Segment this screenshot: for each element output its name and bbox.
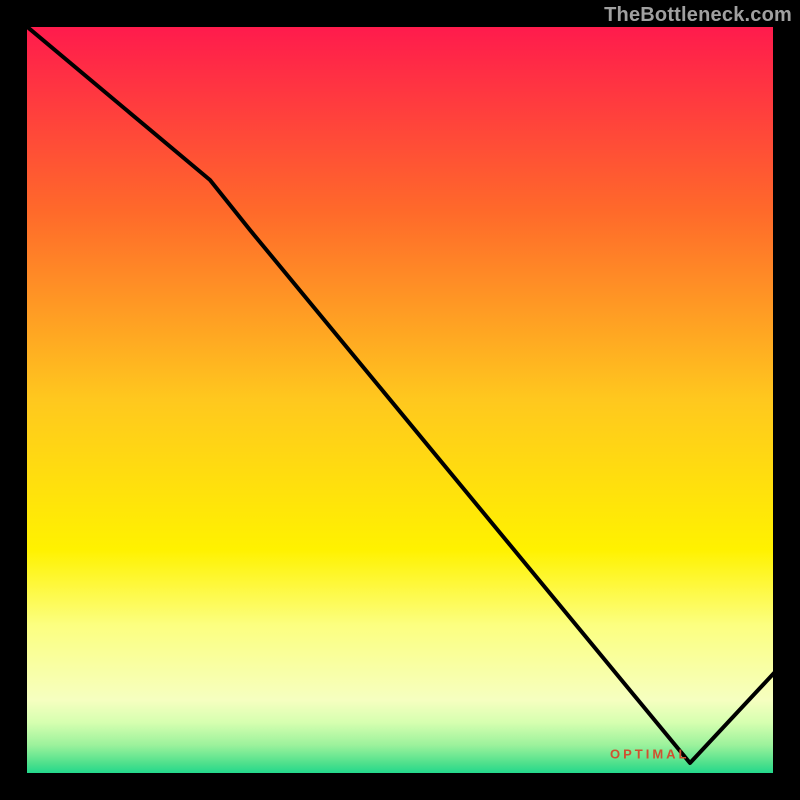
chart-svg: OPTIMAL	[0, 0, 800, 800]
optimal-label: OPTIMAL	[610, 747, 690, 762]
watermark-text: TheBottleneck.com	[604, 4, 792, 27]
chart-canvas: { "watermark": { "text": "TheBottleneck.…	[0, 0, 800, 800]
plot-area	[25, 25, 775, 775]
